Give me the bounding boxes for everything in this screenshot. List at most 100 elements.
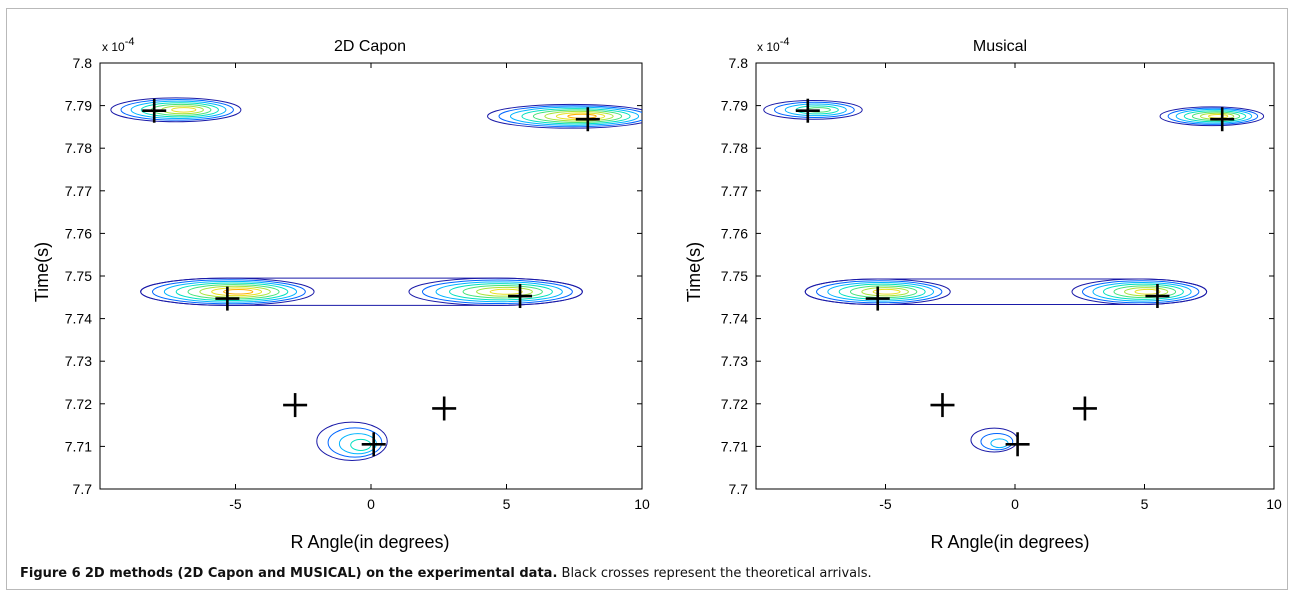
musical-contour-level [1103, 283, 1184, 300]
capon-contour-level [110, 97, 242, 123]
capon-contour-level [509, 106, 640, 126]
capon-ytick-label: 7.73 [65, 353, 92, 369]
capon-contour-level [163, 280, 298, 303]
capon-contour-level [544, 110, 614, 122]
capon-title: 2D Capon [334, 38, 406, 55]
capon-contour-level [521, 108, 631, 125]
musical-title: Musical [973, 38, 1027, 55]
musical-contour-level [1092, 281, 1192, 302]
capon-xtick-label: 5 [503, 496, 511, 512]
capon-peak-1 [110, 97, 242, 123]
musical-peak-4 [1071, 278, 1208, 306]
capon-contour-level [498, 105, 642, 128]
capon-xtick-label: 10 [634, 496, 650, 512]
musical-contour-level [1124, 287, 1169, 297]
musical-panel: Musical x 10-4 R Angle(in degrees) Time(… [684, 36, 1282, 552]
capon-peak-2 [487, 103, 642, 129]
musical-contour-level [774, 101, 855, 118]
musical-contour-level [1134, 288, 1161, 295]
capon-xtick-label: 0 [367, 496, 375, 512]
capon-peak-5 [316, 421, 388, 461]
capon-contour-level [327, 427, 383, 458]
musical-ytick-label: 7.76 [721, 225, 748, 241]
musical-contour-level [980, 432, 1014, 451]
capon-contour-level [187, 284, 280, 300]
capon-ytick-label: 7.77 [65, 183, 92, 199]
capon-contour-level [435, 281, 563, 303]
capon-ytick-label: 7.76 [65, 225, 92, 241]
capon-contour-level [408, 277, 583, 306]
musical-contour-level [872, 288, 901, 295]
musical-ytick-label: 7.77 [721, 183, 748, 199]
musical-contour-level [1159, 106, 1265, 127]
musical-contour-level [1183, 110, 1247, 123]
musical-ytick-label: 7.7 [729, 481, 749, 497]
capon-xlabel: R Angle(in degrees) [290, 532, 449, 552]
musical-contour-level [1208, 114, 1229, 119]
capon-theoretical-arrival-cross [508, 284, 533, 309]
capon-exponent-label: x 10-4 [102, 36, 134, 54]
capon-contour-level [476, 286, 533, 297]
capon-contour-level [130, 100, 227, 120]
capon-theoretical-arrival-cross [215, 286, 240, 311]
musical-xlabel: R Angle(in degrees) [930, 532, 1089, 552]
caption-text: Black crosses represent the theoretical … [561, 566, 872, 581]
capon-theoretical-arrival-cross [361, 432, 386, 457]
musical-contour-level [1167, 107, 1259, 125]
capon-ytick-label: 7.79 [65, 98, 92, 114]
capon-theoretical-arrival-cross [575, 107, 600, 132]
capon-theoretical-arrival-cross [283, 393, 308, 418]
musical-theoretical-arrival-cross [1005, 432, 1030, 457]
capon-contour-level [140, 102, 219, 118]
musical-peak-1 [763, 99, 863, 120]
capon-ytick-label: 7.71 [65, 438, 92, 454]
capon-contour-level [211, 287, 263, 297]
caption-label: Figure 6 [20, 566, 81, 581]
musical-xtick-label: 10 [1266, 496, 1282, 512]
capon-ytick-label: 7.7 [73, 481, 93, 497]
capon-contour-level [316, 421, 388, 461]
musical-ytick-label: 7.71 [721, 438, 748, 454]
musical-contour-level [1081, 280, 1200, 304]
capon-contour-level [421, 279, 573, 305]
caption-title: 2D methods (2D Capon and MUSICAL) on the… [84, 566, 558, 581]
musical-contour-level [1175, 108, 1253, 124]
musical-theoretical-arrival-cross [1145, 284, 1170, 309]
capon-ylabel: Time(s) [32, 242, 52, 302]
capon-contour-level [462, 285, 543, 299]
capon-contour-level [532, 109, 623, 124]
musical-contour-level [763, 99, 863, 120]
capon-peak-4 [408, 277, 583, 306]
musical-xtick-label: 5 [1141, 496, 1149, 512]
musical-contour-level [784, 103, 847, 117]
musical-contour-level [1191, 111, 1241, 122]
musical-theoretical-arrival-cross [1072, 396, 1097, 421]
musical-xtick-label: 0 [1011, 496, 1019, 512]
musical-theoretical-arrival-cross [865, 286, 890, 311]
capon-ytick-label: 7.74 [65, 311, 92, 327]
musical-peak-2 [1159, 106, 1265, 127]
capon-ytick-label: 7.78 [65, 140, 92, 156]
capon-ytick-label: 7.72 [65, 396, 92, 412]
musical-theoretical-arrival-cross [1210, 107, 1235, 132]
capon-plot-area: 7.7 7.71 7.72 7.73 7.74 7.75 7.76 7.77 7.78 7.79 7… [65, 55, 650, 512]
musical-contour-level [990, 438, 1009, 449]
figure-caption: Figure 6 2D methods (2D Capon and MUSICA… [20, 566, 872, 581]
musical-ylabel: Time(s) [684, 242, 704, 302]
musical-ytick-label: 7.74 [721, 311, 748, 327]
musical-axes-box [755, 62, 1275, 490]
capon-contour-level [223, 288, 254, 295]
capon-xtick-label: -5 [229, 496, 242, 512]
musical-plot-area: 7.7 7.71 7.72 7.73 7.74 7.75 7.76 7.77 7.78 7.79 7… [721, 55, 1282, 512]
capon-contour-level [449, 283, 553, 301]
musical-ytick-label: 7.8 [729, 55, 749, 71]
musical-contour-level [838, 283, 926, 300]
musical-contour-level [827, 281, 935, 302]
capon-contour-level [487, 103, 642, 129]
capon-contour-level [171, 107, 197, 113]
capon-ytick-label: 7.8 [73, 55, 93, 71]
capon-contour-level [175, 282, 289, 302]
musical-ytick-label: 7.78 [721, 140, 748, 156]
capon-contour-level [489, 288, 523, 295]
